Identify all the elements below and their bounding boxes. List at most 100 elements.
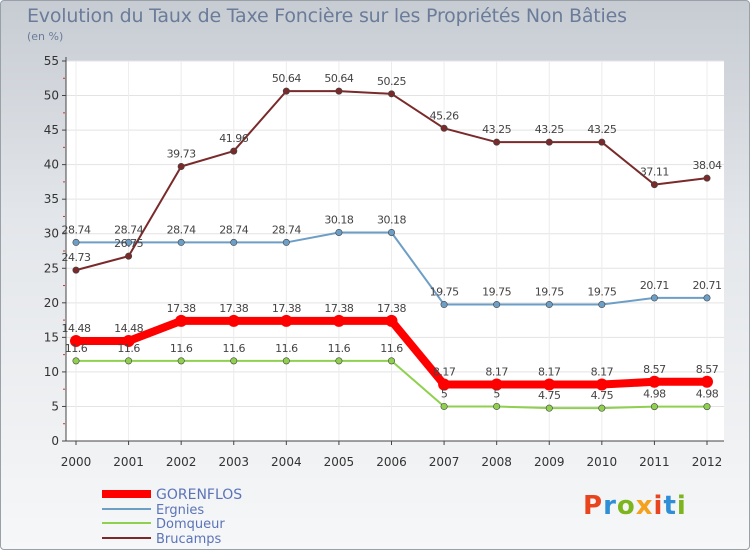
- x-tick-label: 2009: [534, 455, 565, 469]
- proxiti-logo: Proxiti: [583, 491, 687, 521]
- data-label: 17.38: [272, 302, 301, 315]
- data-point: [282, 87, 290, 95]
- data-label: 45.26: [430, 109, 459, 122]
- y-tick-label: 50: [44, 89, 59, 103]
- data-point: [125, 252, 133, 260]
- data-label: 11.6: [275, 342, 298, 355]
- data-label: 11.6: [170, 342, 193, 355]
- data-label: 4.75: [538, 389, 561, 402]
- data-point: [387, 90, 395, 98]
- x-tick-label: 2002: [166, 455, 197, 469]
- data-point: [598, 138, 606, 146]
- y-tick-label: 25: [44, 261, 59, 275]
- data-point: [543, 378, 556, 391]
- y-tick-label: 10: [44, 365, 59, 379]
- data-label: 11.6: [65, 342, 88, 355]
- data-label: 50.25: [377, 75, 406, 88]
- data-label: 20.71: [640, 279, 669, 292]
- data-label: 28.74: [167, 223, 196, 236]
- data-label: 11.6: [117, 342, 140, 355]
- data-labels-domqueur: 11.6 11.6 11.6 11.6 11.6 11.6 11.6 5 5 4.75 4.75 4.…: [65, 342, 719, 402]
- data-label: 30.18: [377, 213, 406, 226]
- y-tick-label: 45: [44, 123, 59, 137]
- data-point: [70, 334, 82, 347]
- data-label: 14.48: [114, 322, 143, 335]
- data-label: 17.38: [377, 302, 406, 315]
- data-point: [438, 378, 451, 391]
- data-point: [703, 174, 711, 182]
- data-label: 17.38: [219, 302, 248, 315]
- data-point: [545, 138, 553, 146]
- data-label: 43.25: [535, 123, 564, 136]
- data-label: 4.98: [696, 388, 719, 401]
- data-point: [440, 301, 448, 309]
- data-point: [177, 163, 185, 171]
- data-label: 8.17: [538, 366, 561, 379]
- data-label: 8.17: [433, 366, 456, 379]
- data-label: 28.74: [219, 223, 248, 236]
- data-point: [387, 228, 395, 236]
- data-label: 5: [441, 387, 448, 400]
- data-label: 19.75: [535, 286, 564, 299]
- logo-letter: t: [663, 491, 677, 521]
- x-tick-label: 2006: [376, 455, 407, 469]
- data-point: [282, 357, 290, 365]
- x-tick-label: 2008: [481, 455, 512, 469]
- x-tick-label: 2001: [113, 455, 144, 469]
- x-tick-label: 2007: [429, 455, 460, 469]
- data-point: [545, 301, 553, 309]
- series-ergnies: [72, 228, 711, 309]
- logo-letter: i: [653, 491, 664, 521]
- data-point: [545, 404, 553, 412]
- data-label: 11.6: [223, 342, 246, 355]
- x-tick-label: 2012: [692, 455, 723, 469]
- y-tick-label: 35: [44, 192, 59, 206]
- data-point: [703, 294, 711, 302]
- data-label: 43.25: [482, 123, 511, 136]
- data-point: [440, 402, 448, 410]
- data-label: 26.75: [114, 237, 143, 250]
- data-point: [703, 403, 711, 411]
- logo-letter: o: [616, 491, 636, 521]
- x-tick-label: 2005: [324, 455, 355, 469]
- x-tick-label: 2000: [61, 455, 92, 469]
- data-point: [648, 375, 661, 388]
- data-label: 38.04: [693, 159, 722, 172]
- data-label: 11.6: [380, 342, 403, 355]
- data-point: [72, 357, 80, 365]
- data-point: [125, 357, 133, 365]
- data-label: 8.57: [643, 363, 666, 376]
- data-point: [701, 375, 713, 388]
- data-label: 50.64: [272, 72, 301, 85]
- chart-title: Evolution du Taux de Taxe Foncière sur l…: [27, 5, 627, 27]
- legend-label: Ergnies: [156, 503, 204, 518]
- legend-label: Brucamps: [156, 532, 222, 547]
- y-tick-label: 40: [44, 158, 59, 172]
- data-label: 8.17: [485, 366, 508, 379]
- x-tick-label: 2011: [639, 455, 670, 469]
- data-label: 41.96: [219, 132, 248, 145]
- data-label: 4.98: [643, 388, 666, 401]
- data-point: [385, 314, 398, 327]
- data-label: 30.18: [324, 213, 353, 226]
- data-point: [493, 301, 501, 309]
- data-point: [650, 294, 658, 302]
- y-tick-label: 20: [44, 296, 59, 310]
- data-point: [650, 403, 658, 411]
- data-point: [280, 314, 293, 327]
- data-point: [387, 357, 395, 365]
- data-point: [650, 181, 658, 189]
- data-point: [122, 334, 135, 347]
- data-point: [227, 314, 240, 327]
- data-label: 14.48: [62, 322, 91, 335]
- data-label: 19.75: [587, 286, 616, 299]
- x-tick-label: 2010: [587, 455, 618, 469]
- series-brucamps: [72, 87, 711, 274]
- data-point: [177, 238, 185, 246]
- data-label: 5: [493, 387, 500, 400]
- data-point: [493, 402, 501, 410]
- data-label: 8.17: [591, 366, 614, 379]
